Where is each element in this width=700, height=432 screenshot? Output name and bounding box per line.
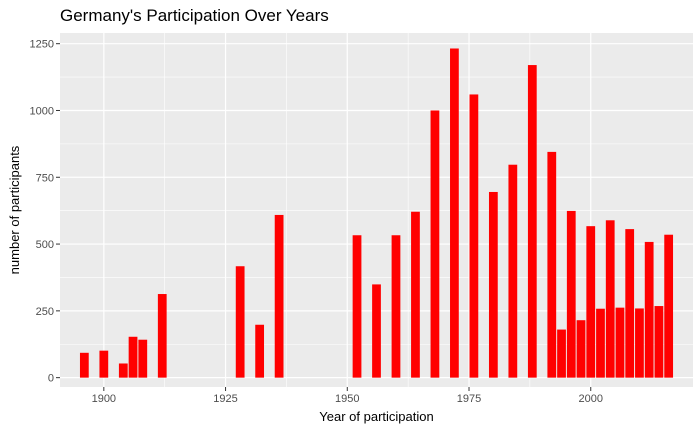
axes: 1900 1925 1950 1975 2000 0 250 500 750 1000 1250 <box>30 39 603 405</box>
bar <box>352 235 362 378</box>
bars <box>79 48 674 378</box>
y-tick-label: 750 <box>36 172 54 184</box>
bar <box>635 308 644 378</box>
bar <box>508 164 518 378</box>
bar <box>605 220 615 378</box>
bar <box>566 210 576 378</box>
bar <box>469 94 479 378</box>
x-tick-label: 1925 <box>213 393 237 405</box>
bar <box>411 211 420 378</box>
x-axis-title: Year of participation <box>319 409 433 424</box>
bar <box>664 234 674 378</box>
bar <box>430 110 440 378</box>
bar <box>274 214 284 378</box>
bar <box>128 336 138 378</box>
x-tick-label: 1975 <box>457 393 481 405</box>
x-tick-label: 1900 <box>92 393 116 405</box>
x-tick-label: 2000 <box>579 393 603 405</box>
y-tick-label: 1250 <box>30 39 54 51</box>
bar <box>99 350 109 378</box>
bar <box>235 266 245 378</box>
bar <box>576 320 586 378</box>
y-tick-label: 250 <box>36 306 54 318</box>
bar <box>586 226 596 378</box>
bar <box>615 307 625 378</box>
bar <box>118 363 128 378</box>
bar <box>255 324 265 378</box>
bar <box>391 235 401 378</box>
bar <box>557 329 566 378</box>
x-tick-label: 1950 <box>335 393 359 405</box>
bar <box>79 352 89 378</box>
bar <box>596 308 605 378</box>
bar <box>654 306 664 378</box>
bar <box>625 229 635 378</box>
bar <box>138 339 148 378</box>
bar <box>157 294 167 378</box>
grid-lines <box>60 33 693 387</box>
bar <box>372 284 381 378</box>
y-tick-label: 0 <box>48 373 54 385</box>
bar <box>527 65 537 378</box>
bar <box>488 191 498 378</box>
bar <box>547 151 557 378</box>
y-tick-label: 500 <box>36 239 54 251</box>
y-axis-title: number of participants <box>7 145 22 274</box>
y-tick-label: 1000 <box>30 105 54 117</box>
bar <box>450 48 459 378</box>
bar <box>644 241 654 378</box>
chart-title: Germany's Participation Over Years <box>60 6 329 25</box>
